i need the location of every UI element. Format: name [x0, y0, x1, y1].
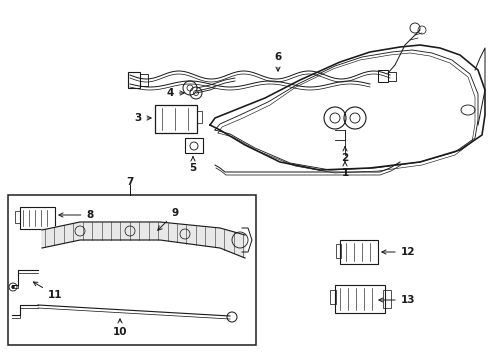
Text: 4: 4 [166, 88, 184, 98]
Text: 1: 1 [341, 162, 348, 178]
Bar [155, 105, 197, 133]
Text: 9: 9 [158, 208, 178, 230]
Text: 12: 12 [381, 247, 414, 257]
Text: 10: 10 [113, 319, 127, 337]
Bar [197, 111, 202, 123]
Bar [8, 195, 256, 345]
Bar [339, 240, 377, 264]
Bar [184, 138, 203, 153]
Bar [15, 211, 20, 223]
Circle shape [12, 285, 15, 288]
Text: 2: 2 [341, 147, 348, 163]
Bar [335, 244, 340, 258]
Text: 6: 6 [274, 52, 281, 71]
Text: 11: 11 [33, 282, 62, 300]
Polygon shape [42, 222, 244, 258]
Bar [377, 70, 387, 82]
Text: 7: 7 [126, 177, 133, 187]
Bar [387, 72, 395, 81]
Bar [140, 74, 148, 86]
Bar [329, 290, 335, 304]
Text: 3: 3 [134, 113, 151, 123]
Bar [128, 72, 140, 88]
Text: 13: 13 [378, 295, 414, 305]
Text: 8: 8 [59, 210, 93, 220]
Bar [334, 285, 384, 313]
Text: 5: 5 [189, 157, 196, 173]
Bar [382, 290, 390, 308]
Bar [20, 207, 55, 229]
